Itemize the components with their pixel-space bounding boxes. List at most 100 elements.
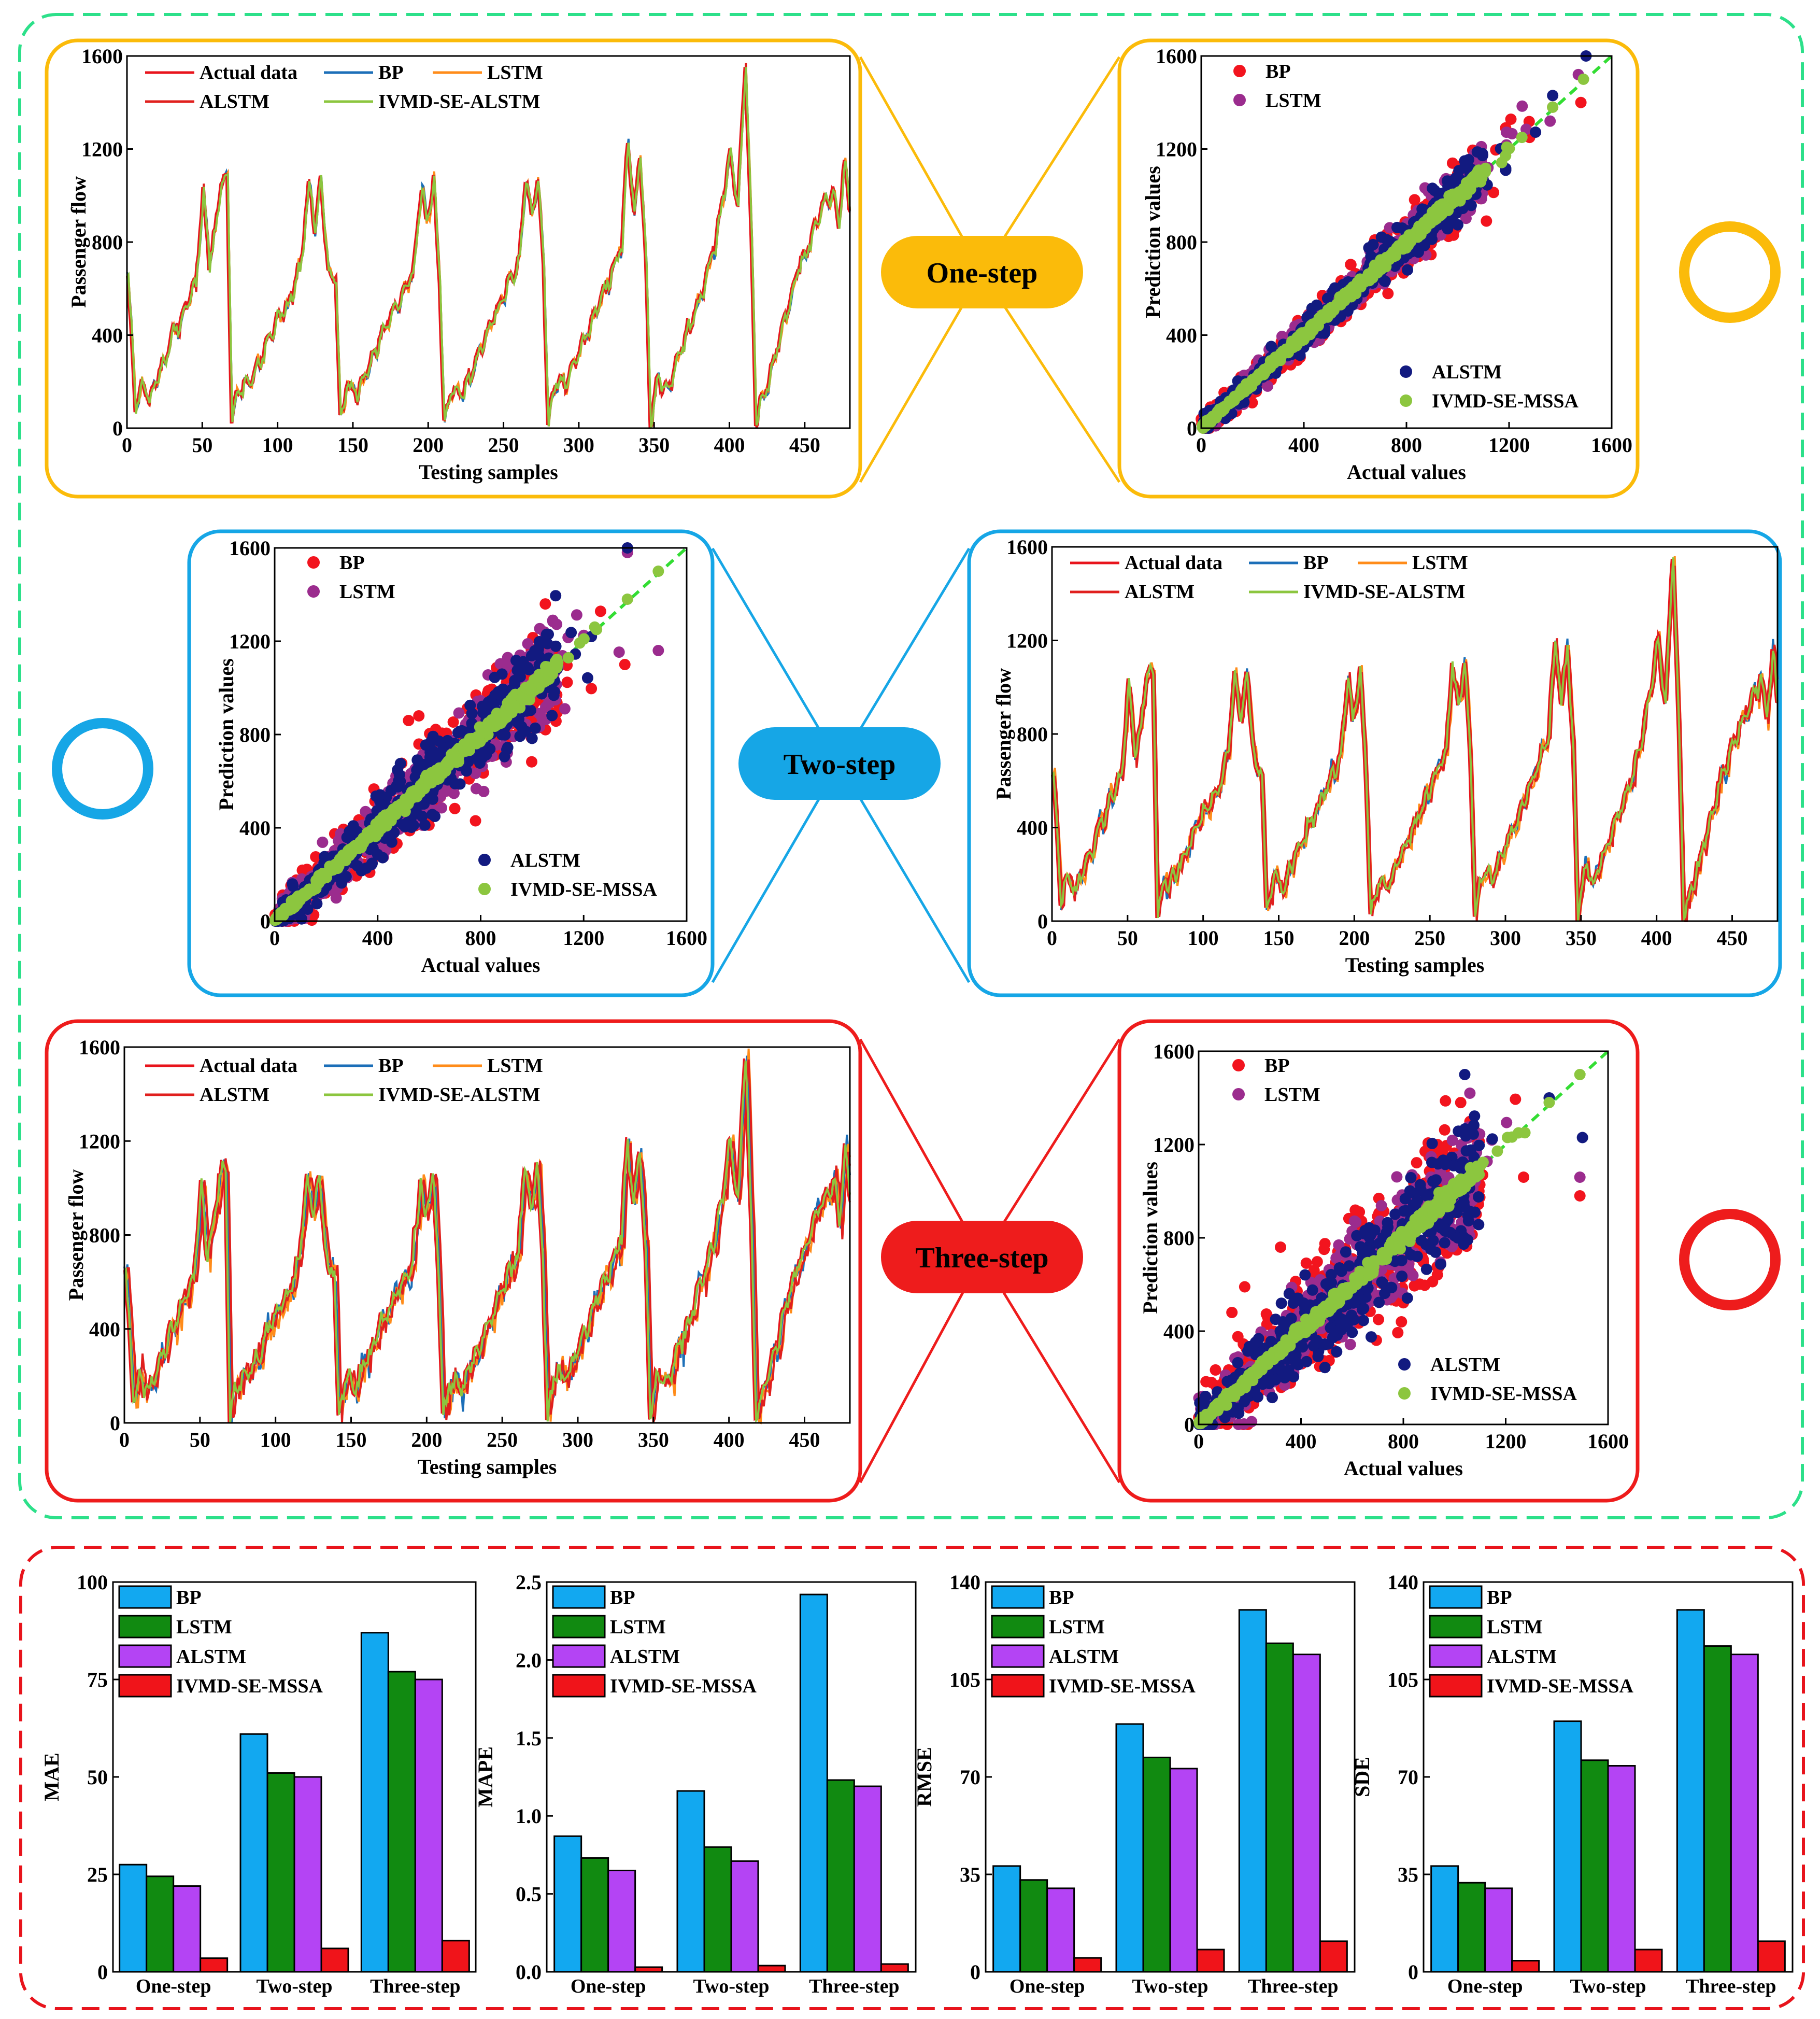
scatter-two-step-point-bp [296, 864, 308, 876]
scatter-three-step-point-bp [1431, 1269, 1443, 1281]
scatter-two-step-point-bp [526, 756, 537, 768]
line-three-step-xtick-label: 300 [562, 1428, 593, 1451]
line-three-step-chart: 0 50 100 150 200 250 300 350 400 4500400800120016… [64, 1036, 851, 1478]
scatter-two-step-point-alstm [397, 819, 409, 830]
scatter-two-step-ytick-label: 800 [239, 723, 271, 746]
scatter-two-step-point-alstm [356, 865, 367, 877]
line-one-step-xtick-label: 450 [789, 433, 820, 457]
panel-frame-scatter-two-step [187, 529, 715, 997]
scatter-two-step-point-alstm [437, 742, 449, 754]
scatter-three-step-point-bp [1414, 1278, 1426, 1290]
scatter-one-step-point-bp [1246, 397, 1258, 408]
scatter-three-step-point-alstm [1331, 1346, 1343, 1358]
scatter-one-step-xtick-label: 0 [1196, 433, 1206, 457]
scatter-one-step-point-outlier [1575, 96, 1587, 108]
scatter-three-step-point-outlier [1464, 1088, 1476, 1099]
scatter-three-step-point-bp [1440, 1095, 1452, 1107]
scatter-two-step-point-alstm [514, 730, 526, 742]
scatter-one-step-point-high [1547, 101, 1559, 113]
scatter-two-step-point-ivmd-se-mssa [517, 693, 528, 704]
scatter-three-step-point-lstm [1501, 1117, 1513, 1128]
line-three-step-xlabel: Testing samples [418, 1455, 557, 1478]
scatter-three-step-point-alstm [1420, 1190, 1432, 1202]
scatter-one-step-point-ivmd-se-mssa [1277, 345, 1289, 357]
line-two-step-legend-label-4: IVMD-SE-ALSTM [1303, 581, 1465, 603]
scatter-one-step-point-ivmd-se-mssa [1235, 388, 1246, 400]
scatter-three-step-point-bp [1455, 1097, 1467, 1109]
line-one-step-xtick-label: 200 [413, 433, 444, 457]
scatter-three-step-point-bp [1392, 1326, 1404, 1338]
scatter-three-step-point-alstm [1340, 1246, 1352, 1258]
line-two-step-legend-label-1: BP [1303, 552, 1329, 574]
scatter-one-step-ytick-label: 0 [1187, 417, 1197, 440]
scatter-two-step-point-bp [561, 676, 573, 688]
scatter-one-step-legend-label-2: ALSTM [1432, 361, 1502, 383]
scatter-three-step-point-alstm [1469, 1110, 1481, 1122]
scatter-three-step-point-lstm [1407, 1269, 1419, 1281]
scatter-one-step-xtick-label: 400 [1288, 433, 1319, 457]
scatter-three-step-point-alstm [1415, 1234, 1427, 1246]
scatter-two-step-point-alstm [581, 672, 593, 684]
scatter-one-step-point-ivmd-se-mssa [1319, 309, 1331, 321]
scatter-two-step-point-alstm [425, 736, 437, 747]
line-three-step-xtick-label: 50 [190, 1428, 210, 1451]
scatter-three-step-point-alstm [1277, 1316, 1289, 1328]
line-two-step-ytick-label: 1200 [1006, 629, 1048, 653]
scatter-two-step-point-ivmd-se-mssa [508, 700, 520, 712]
scatter-three-step-point-alstm [1200, 1391, 1212, 1402]
scatter-two-step-point-ivmd-se-mssa [370, 830, 381, 842]
scatter-two-step-point-alstm [466, 708, 478, 719]
line-two-step-xtick-label: 350 [1566, 926, 1597, 950]
line-two-step-xtick-label: 0 [1047, 926, 1057, 950]
scatter-one-step-ytick-label: 800 [1166, 231, 1197, 254]
scatter-two-step-xtick-label: 400 [362, 926, 393, 950]
line-one-step-xtick-label: 350 [638, 433, 670, 457]
scatter-two-step-point-ivmd-se-mssa [495, 717, 507, 729]
outer-dashed-frame [18, 13, 1804, 1519]
scatter-three-step-point-bp [1300, 1257, 1312, 1269]
line-three-step-legend-label-1: BP [378, 1055, 404, 1077]
line-one-step-xtick-label: 300 [563, 433, 594, 457]
line-three-step-xtick-label: 250 [487, 1428, 518, 1451]
scatter-two-step-ytick-label: 1200 [229, 630, 271, 653]
line-two-step-ytick-label: 800 [1017, 723, 1048, 746]
line-three-step-ytick-label: 1600 [79, 1036, 120, 1059]
scatter-one-step-point-alstm [1402, 264, 1413, 276]
scatter-two-step-point-alstm [529, 645, 541, 657]
line-one-step-xtick-label: 400 [714, 433, 745, 457]
scatter-three-step-point-outlier [1518, 1171, 1530, 1183]
scatter-two-step-point-ivmd-se-mssa [310, 883, 322, 895]
connector-line-5 [711, 763, 841, 983]
line-two-step-xtick-label: 150 [1263, 926, 1295, 950]
scatter-one-step-point-ivmd-se-mssa [1197, 421, 1208, 433]
scatter-two-step-point-alstm [426, 809, 438, 821]
line-one-step-xtick-label: 100 [262, 433, 293, 457]
line-two-step-chart: 0 50 100 150 200 250 300 350 400 4500400800120016… [992, 535, 1779, 977]
scatter-two-step-ytick-label: 400 [239, 816, 271, 840]
line-three-step-xtick-label: 350 [638, 1428, 669, 1451]
line-one-step-legend-label-1: BP [378, 62, 404, 83]
line-one-step-legend-label-4: IVMD-SE-ALSTM [378, 91, 540, 112]
scatter-two-step-point-ivmd-se-mssa [525, 683, 537, 695]
line-one-step-series-actual-data [126, 67, 851, 429]
scatter-one-step-point-alstm [1306, 302, 1318, 314]
scatter-three-step-point-alstm [1292, 1359, 1304, 1371]
line-three-step-legend-label-0: Actual data [200, 1055, 297, 1077]
scatter-one-step-point-ivmd-se-mssa [1298, 334, 1310, 346]
line-three-step-xtick-label: 150 [336, 1428, 367, 1451]
scatter-one-step-legend-label-0: BP [1266, 61, 1291, 82]
scatter-one-step-point-outlier [1547, 90, 1559, 102]
line-one-step-legend-label-2: LSTM [487, 62, 543, 83]
line-two-step-legend-label-2: LSTM [1412, 552, 1468, 574]
scatter-three-step-point-bp [1354, 1206, 1366, 1218]
scatter-three-step-point-alstm [1458, 1196, 1470, 1208]
scatter-two-step-point-lstm [330, 892, 342, 904]
line-two-step-ytick-label: 1600 [1006, 535, 1048, 559]
line-three-step-ytick-label: 1200 [79, 1129, 120, 1153]
scatter-two-step-point-ivmd-se-mssa [328, 863, 340, 875]
scatter-one-step-point-lstm [1506, 128, 1518, 139]
line-three-step-xtick-label: 200 [411, 1428, 442, 1451]
connector-line-9 [859, 1256, 984, 1484]
scatter-three-step-point-bp [1373, 1314, 1384, 1325]
